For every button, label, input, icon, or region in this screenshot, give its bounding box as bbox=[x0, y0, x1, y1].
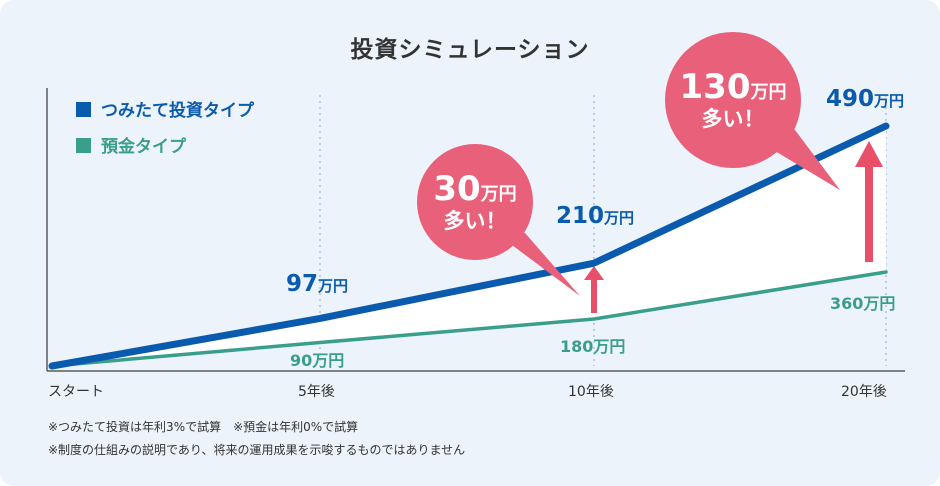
invest-unit-20y: 万円 bbox=[874, 92, 905, 110]
diff-arrow-20y-head bbox=[855, 141, 883, 167]
legend-label-invest: つみたて投資タイプ bbox=[101, 101, 254, 121]
diff-arrow-20y-shaft bbox=[865, 166, 873, 262]
diff-arrow-10y-head bbox=[584, 266, 604, 280]
invest-unit-10y: 万円 bbox=[604, 209, 635, 227]
callout-unit-10y: 万円 bbox=[480, 184, 517, 206]
callout-shape-10y-circle bbox=[417, 144, 533, 260]
deposit-value-label-20y: 360万円 bbox=[830, 294, 896, 313]
callout-shape-20y-tail bbox=[770, 126, 840, 190]
difference-area bbox=[52, 126, 886, 366]
x-tick-10y: 10年後 bbox=[568, 384, 614, 400]
invest-value-label-20y: 490万円 bbox=[826, 86, 904, 112]
legend-label-deposit: 預金タイプ bbox=[101, 137, 186, 157]
invest-value-5y: 97 bbox=[286, 271, 319, 297]
legend-item-deposit: 預金タイプ bbox=[76, 132, 186, 157]
footnote-2: ※制度の仕組みの説明であり、将来の運用成果を示唆するものではありません bbox=[48, 443, 466, 457]
callout-unit-20y: 万円 bbox=[750, 82, 787, 104]
chart-title: 投資シミュレーション bbox=[350, 37, 590, 63]
callout-shape-10y-tail bbox=[500, 233, 580, 296]
invest-value-label-5y: 97万円 bbox=[286, 271, 348, 297]
invest-unit-5y: 万円 bbox=[318, 277, 349, 295]
series-line-deposit bbox=[50, 270, 888, 368]
invest-value-20y: 490 bbox=[826, 86, 875, 112]
callout-text-10y: 多い！ bbox=[443, 209, 507, 234]
callout-num-20y: 130 bbox=[679, 67, 751, 108]
legend-swatch-deposit bbox=[76, 138, 91, 153]
callout-amount-20y: 130万円 bbox=[680, 68, 787, 107]
x-tick-start: スタート bbox=[48, 384, 104, 400]
invest-value-10y: 210 bbox=[556, 203, 605, 229]
x-tick-20y: 20年後 bbox=[841, 384, 887, 400]
callout-shape-20y-circle bbox=[665, 32, 801, 168]
deposit-value-label-10y: 180万円 bbox=[560, 337, 626, 356]
callout-amount-10y: 30万円 bbox=[433, 170, 516, 209]
callout-bubble-20y: 130万円 多い！ bbox=[661, 33, 805, 167]
invest-value-label-10y: 210万円 bbox=[556, 203, 634, 229]
x-tick-5y: 5年後 bbox=[298, 384, 335, 400]
callout-text-20y: 多い！ bbox=[701, 107, 765, 132]
callout-bubble-10y: 30万円 多い！ bbox=[417, 148, 533, 256]
footnote-1: ※つみたて投資は年利3%で試算 ※預金は年利0%で試算 bbox=[48, 420, 359, 434]
callout-num-10y: 30 bbox=[433, 169, 481, 210]
legend-swatch-invest bbox=[76, 102, 91, 117]
legend-item-invest: つみたて投資タイプ bbox=[76, 96, 254, 121]
series-line-invest bbox=[48, 122, 890, 370]
deposit-value-label-5y: 90万円 bbox=[290, 351, 345, 370]
diff-arrow-10y-shaft bbox=[591, 279, 597, 313]
